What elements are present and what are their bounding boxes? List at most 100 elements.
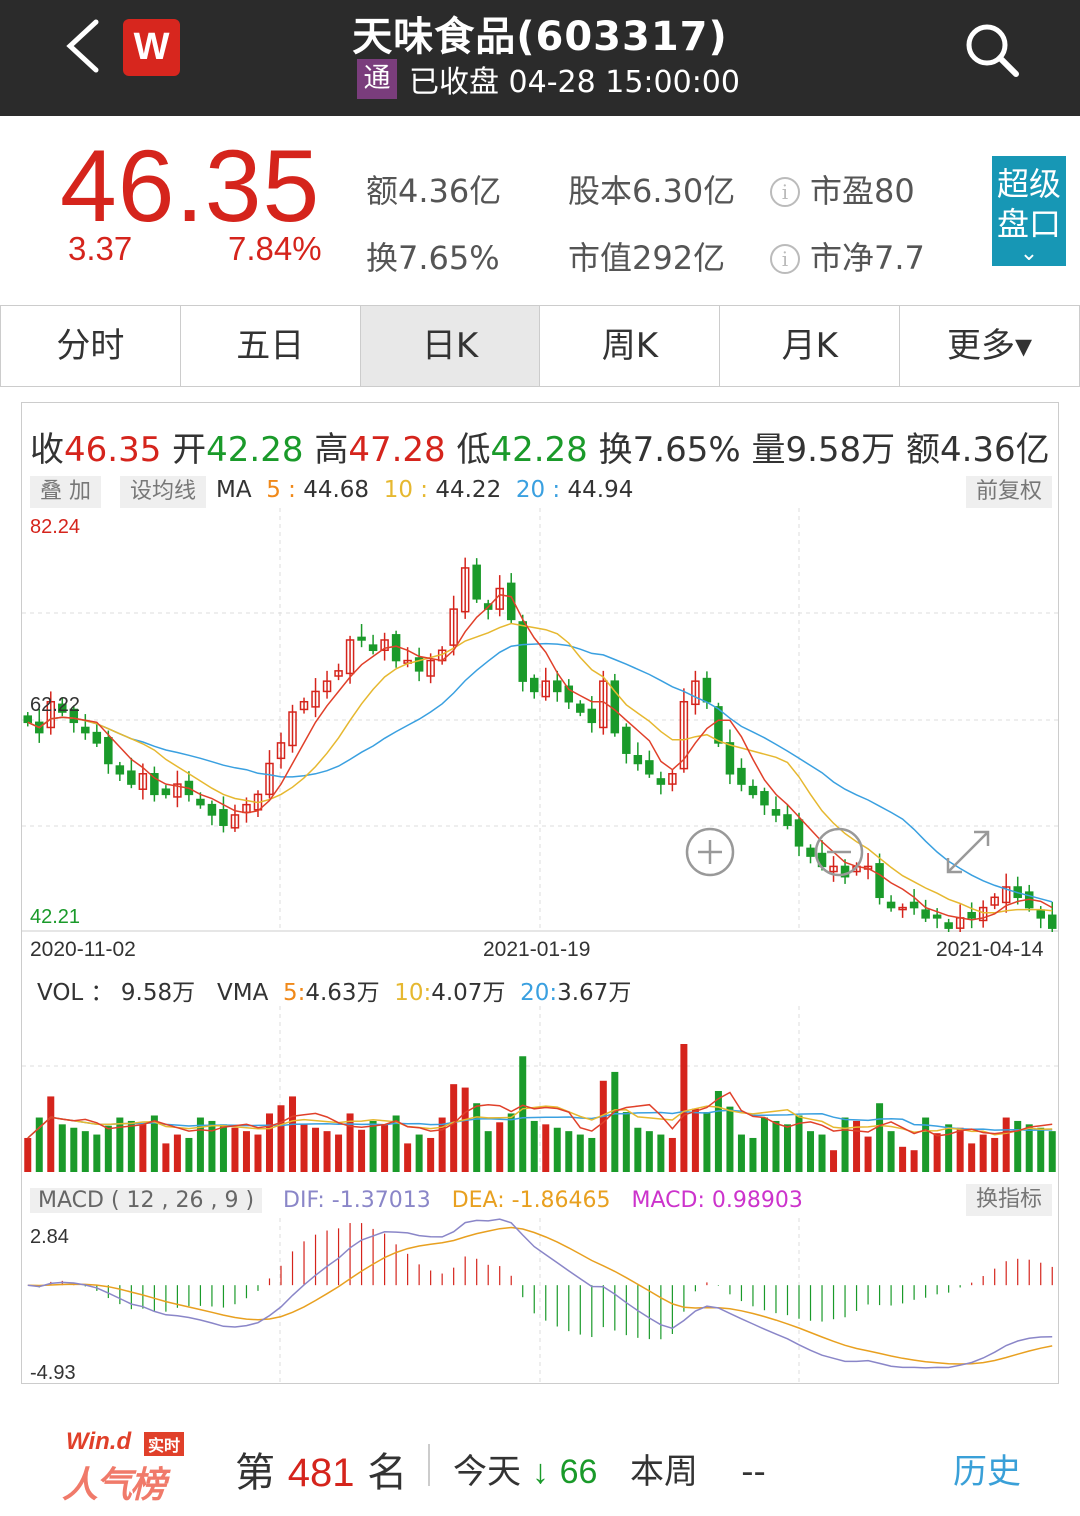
volume-bar xyxy=(899,1146,907,1172)
candle-body xyxy=(506,582,516,621)
tab-five-day[interactable]: 五日 xyxy=(181,306,361,386)
volume-bar xyxy=(599,1080,607,1172)
candle-body xyxy=(357,636,366,641)
info-icon[interactable]: i xyxy=(770,244,800,274)
tab-intraday[interactable]: 分时 xyxy=(0,306,181,386)
volume-bar xyxy=(772,1120,780,1172)
volume-bar xyxy=(818,1134,826,1172)
candle-body xyxy=(322,680,332,693)
candle-body xyxy=(1001,886,1011,904)
pb-stat[interactable]: i 市净7.7 xyxy=(770,233,925,279)
candle-body xyxy=(460,567,470,613)
volume-bar xyxy=(749,1137,757,1172)
super-orderbook-button[interactable]: 超级 盘口 ⌄ xyxy=(992,156,1066,266)
overlay-button[interactable]: 叠 加 xyxy=(30,476,101,508)
zoom-plus-icon[interactable] xyxy=(685,827,735,877)
candle-body xyxy=(714,706,723,744)
candle-body xyxy=(875,863,884,899)
candle-body xyxy=(230,814,240,829)
wind-popularity-logo: Win.d 实时 人气榜 xyxy=(62,1428,192,1506)
volume-bar xyxy=(185,1137,193,1172)
volume-legend: VOL ： 9.58万 VMA 5:4.63万 10:4.07万 20:3.67… xyxy=(37,980,632,1006)
candle-body xyxy=(898,906,907,911)
volume-bar xyxy=(680,1044,688,1172)
volume-bar xyxy=(530,1120,538,1172)
volume-bar xyxy=(1037,1127,1045,1172)
volume-bar xyxy=(968,1143,976,1172)
ma20-line xyxy=(27,642,1053,903)
market-cap-stat: 市值292亿 xyxy=(568,239,726,277)
candle-body xyxy=(345,639,355,675)
expand-icon[interactable] xyxy=(946,830,990,874)
volume-bar xyxy=(392,1115,400,1172)
volume-bar xyxy=(714,1090,722,1172)
volume-bar xyxy=(81,1131,89,1172)
candle-body xyxy=(104,737,113,765)
candle-body xyxy=(794,819,804,847)
candlestick-chart[interactable] xyxy=(22,508,1058,932)
volume-bar xyxy=(254,1134,262,1172)
vma20-line xyxy=(27,1109,1053,1139)
candle-body xyxy=(449,608,458,646)
macd-params[interactable]: MACD ( 12 , 26 , 9 ) xyxy=(30,1188,263,1213)
volume-bar xyxy=(496,1122,504,1172)
volume-bar xyxy=(565,1131,573,1172)
volume-bar xyxy=(542,1124,550,1172)
candle-body xyxy=(633,755,643,765)
volume-bar xyxy=(358,1129,366,1172)
macd-chart[interactable] xyxy=(22,1218,1058,1382)
candle-body xyxy=(668,773,677,785)
candle-body xyxy=(806,847,815,857)
price-change: 3.37 xyxy=(68,230,133,267)
candle-body xyxy=(840,865,850,878)
page-title: 天味食品(603317) xyxy=(352,14,728,60)
period-tabs: 分时 五日 日K 周K 月K 更多▾ xyxy=(0,305,1080,387)
date-mid: 2021-01-19 xyxy=(483,938,591,961)
candle-body xyxy=(1047,914,1057,929)
volume-chart[interactable] xyxy=(22,1006,1058,1174)
market-status: 通 已收盘 04-28 15:00:00 xyxy=(357,58,740,100)
candle-body xyxy=(737,767,746,785)
ma10-line xyxy=(27,622,1053,914)
candle-body xyxy=(414,657,424,672)
info-icon[interactable]: i xyxy=(770,177,800,207)
chart-grid xyxy=(22,508,1058,932)
volume-bar xyxy=(853,1120,861,1172)
switch-indicator-button[interactable]: 换指标 xyxy=(966,1184,1053,1216)
zoom-minus-icon[interactable] xyxy=(814,827,864,877)
volume-bar xyxy=(864,1136,872,1172)
amount-stat: 额4.36亿 xyxy=(366,172,502,210)
volume-bar xyxy=(979,1134,987,1172)
pe-stat[interactable]: i 市盈80 xyxy=(770,166,915,212)
adjust-button[interactable]: 前复权 xyxy=(966,476,1053,508)
back-arrow-icon[interactable] xyxy=(60,18,106,74)
candle-body xyxy=(426,659,435,677)
tab-daily-k[interactable]: 日K xyxy=(360,306,541,386)
volume-bar xyxy=(219,1124,227,1172)
tab-more[interactable]: 更多▾ xyxy=(900,306,1080,386)
arrow-down-icon: ↓ xyxy=(531,1453,549,1491)
search-icon[interactable] xyxy=(962,20,1022,80)
last-price: 46.35 xyxy=(60,129,321,243)
set-ma-button[interactable]: 设均线 xyxy=(120,476,207,508)
candle-body xyxy=(725,742,735,775)
candle-body xyxy=(472,564,481,600)
volume-bar xyxy=(1002,1117,1010,1172)
tab-monthly-k[interactable]: 月K xyxy=(720,306,901,386)
candle-body xyxy=(702,677,712,703)
tab-weekly-k[interactable]: 周K xyxy=(540,306,721,386)
candle-body xyxy=(783,814,792,826)
volume-bar xyxy=(956,1127,964,1172)
history-link[interactable]: 历史 xyxy=(953,1452,1021,1492)
wind-logo-icon[interactable]: W xyxy=(123,19,180,76)
candle-body xyxy=(645,760,654,775)
candle-body xyxy=(81,726,90,734)
candles xyxy=(23,557,1057,932)
ma-legend: MA 5 : 44.68 10 : 44.22 20 : 44.94 xyxy=(216,477,634,503)
volume-bar xyxy=(703,1112,711,1172)
volume-bar xyxy=(346,1113,354,1172)
candle-body xyxy=(207,803,217,816)
ohlc-summary: 收46.35 开42.28 高47.28 低42.28 换7.65% 量9.58… xyxy=(30,430,1050,470)
volume-bar xyxy=(300,1124,308,1172)
volume-bar xyxy=(945,1124,953,1172)
